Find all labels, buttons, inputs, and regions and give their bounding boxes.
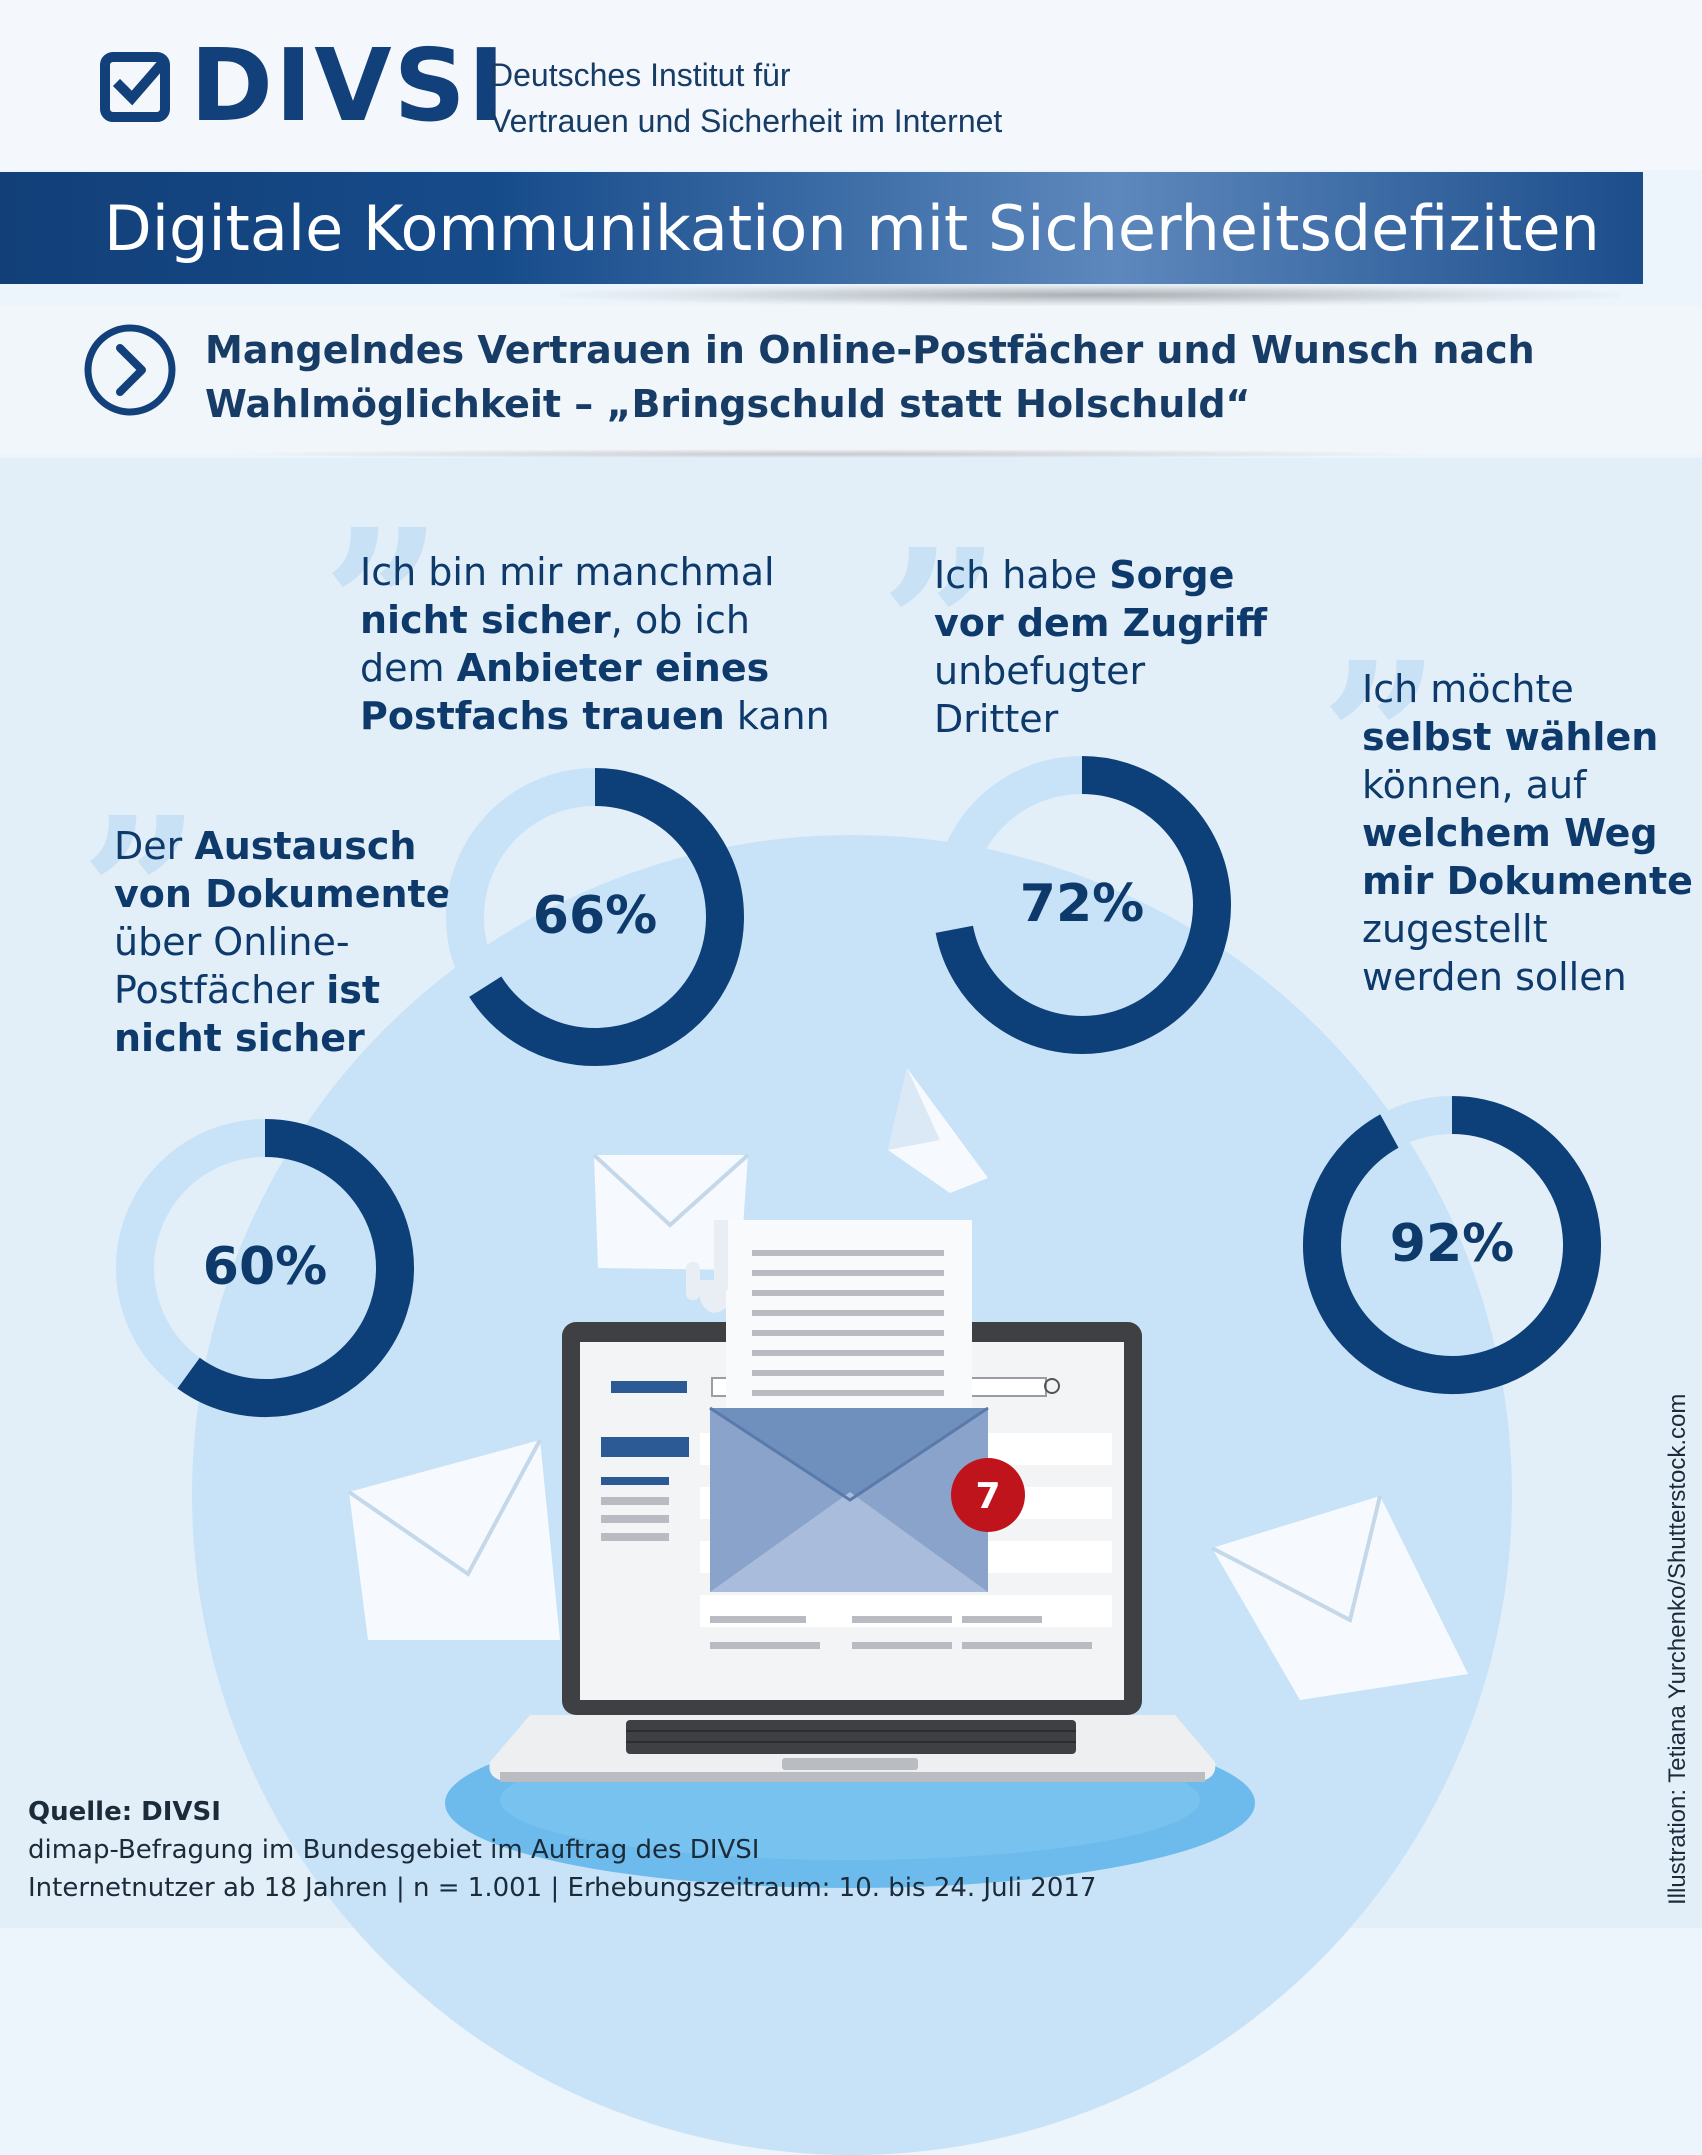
subtitle-divider	[220, 449, 1440, 459]
quote-segment: werden sollen	[1362, 955, 1627, 999]
quote-text-exchange: Der Austausch von Dokumenten über Online- P…	[114, 822, 479, 1062]
donut-chart-92	[1303, 1096, 1601, 1394]
open-envelope-icon	[709, 1406, 989, 1592]
org-line-1: Deutsches Institut für	[490, 57, 791, 93]
logo-text: DIVSI	[190, 27, 507, 144]
subtitle-section	[0, 306, 1702, 454]
quote-line: Der Austausch	[114, 822, 479, 870]
quote-line: vor dem Zugriff	[934, 599, 1267, 647]
quote-line: nicht sicher, ob ich	[360, 596, 830, 644]
quote-line: werden sollen	[1362, 953, 1693, 1001]
quote-line: dem Anbieter eines	[360, 644, 830, 692]
quote-text-choice: Ich möchte selbst wählen können, auf welche…	[1362, 665, 1693, 1001]
organization-name: Deutsches Institut für Vertrauen und Sic…	[490, 52, 1002, 144]
quote-line: zugestellt	[1362, 905, 1693, 953]
survey-description: dimap-Befragung im Bundesgebiet im Auftr…	[28, 1835, 760, 1865]
quote-line: Ich bin mir manchmal	[360, 548, 830, 596]
quote-segment: zugestellt	[1362, 907, 1548, 951]
quote-mark-icon: ”	[880, 503, 1001, 750]
donut-value-label: 72%	[1019, 874, 1145, 934]
quote-line: mir Dokumente	[1362, 857, 1693, 905]
title-bar	[0, 172, 1643, 284]
quote-line: Postfächer ist	[114, 966, 479, 1014]
quote-segment: Ich bin mir manchmal	[360, 550, 775, 594]
donut-value-label: 92%	[1389, 1214, 1515, 1274]
quote-emphasis: mir Dokumente	[1362, 859, 1693, 903]
quote-emphasis: Anbieter eines	[456, 646, 770, 690]
footer: Quelle: DIVSI dimap-Befragung im Bundesg…	[28, 1793, 1096, 1907]
donut-value-label: 66%	[532, 886, 658, 946]
quote-segment: Der	[114, 824, 195, 868]
donut-arc	[935, 756, 1231, 1054]
quote-emphasis: von Dokumenten	[114, 872, 479, 916]
quote-segment: kann	[724, 694, 830, 738]
quote-emphasis: welchem Weg	[1362, 811, 1658, 855]
quote-text-access: Ich habe Sorge vor dem Zugriff unbefugter D…	[934, 551, 1267, 743]
quote-segment: Ich habe	[934, 553, 1110, 597]
quote-segment: Postfächer	[114, 968, 327, 1012]
quote-emphasis: ist	[326, 968, 381, 1012]
source-label: Quelle: DIVSI	[28, 1797, 221, 1827]
donut-arc	[1303, 1096, 1601, 1394]
quote-segment: können, auf	[1362, 763, 1587, 807]
chevron-right-circle-icon	[84, 324, 176, 416]
laptop-mail-illustration: 7	[347, 1068, 1468, 1782]
envelope-icon	[347, 1439, 560, 1640]
donut-value-label: 60%	[202, 1237, 328, 1297]
quote-segment: , ob ich	[610, 598, 750, 642]
quote-line: selbst wählen	[1362, 713, 1693, 761]
quote-mark-icon: ”	[1320, 616, 1441, 863]
quote-segment: unbefugter	[934, 649, 1146, 693]
quote-mark-icon: ”	[322, 483, 443, 730]
envelope-icon	[888, 1068, 988, 1193]
donut-chart-60	[116, 1119, 414, 1417]
checkbox-logo-icon	[100, 52, 170, 122]
quote-emphasis: Postfachs trauen	[360, 694, 725, 738]
quote-line: können, auf	[1362, 761, 1693, 809]
survey-details: Internetnutzer ab 18 Jahren | n = 1.001 …	[28, 1873, 1097, 1903]
quote-emphasis: vor dem Zugriff	[934, 601, 1268, 645]
donut-arc	[177, 1119, 414, 1417]
quote-line: Ich möchte	[1362, 665, 1693, 713]
quote-emphasis: selbst wählen	[1362, 715, 1659, 759]
quote-line: welchem Weg	[1362, 809, 1693, 857]
title-bar-shadow	[560, 284, 1620, 306]
quote-segment: über Online-	[114, 920, 350, 964]
quote-line: nicht sicher	[114, 1014, 479, 1062]
subtitle-line-2: Wahlmöglichkeit – „Bringschuld statt Hol…	[205, 382, 1251, 426]
quote-emphasis: nicht sicher	[360, 598, 611, 642]
notification-count: 7	[975, 1476, 1000, 1517]
envelope-icon	[592, 1153, 750, 1270]
page-title: Digitale Kommunikation mit Sicherheitsde…	[104, 192, 1600, 265]
quote-line: unbefugter	[934, 647, 1267, 695]
header	[0, 0, 1702, 170]
quote-line: von Dokumenten	[114, 870, 479, 918]
subtitle-line-1: Mangelndes Vertrauen in Online-Postfäche…	[205, 328, 1535, 372]
quote-emphasis: nicht sicher	[114, 1016, 365, 1060]
quote-line: über Online-	[114, 918, 479, 966]
org-line-2: Vertrauen und Sicherheit im Internet	[490, 103, 1003, 139]
illustration-credit: Illustration: Tetiana Yurchenko/Shutters…	[1664, 1393, 1691, 1905]
donut-chart-72	[933, 756, 1231, 1054]
envelope-icon	[1211, 1495, 1468, 1700]
quote-line: Postfachs trauen kann	[360, 692, 830, 740]
quote-segment: dem	[360, 646, 457, 690]
quote-emphasis: Austausch	[194, 824, 417, 868]
donut-arc	[469, 768, 744, 1066]
quote-segment: Dritter	[934, 697, 1059, 741]
subtitle: Mangelndes Vertrauen in Online-Postfäche…	[205, 323, 1535, 431]
quote-emphasis: Sorge	[1109, 553, 1235, 597]
quote-line: Ich habe Sorge	[934, 551, 1267, 599]
notification-badge	[951, 1458, 1025, 1532]
quote-text-trust: Ich bin mir manchmal nicht sicher, ob ich…	[360, 548, 830, 740]
quote-line: Dritter	[934, 695, 1267, 743]
quote-mark-icon: ”	[80, 771, 201, 1018]
quote-segment: Ich möchte	[1362, 667, 1574, 711]
donut-chart-66	[446, 768, 744, 1066]
